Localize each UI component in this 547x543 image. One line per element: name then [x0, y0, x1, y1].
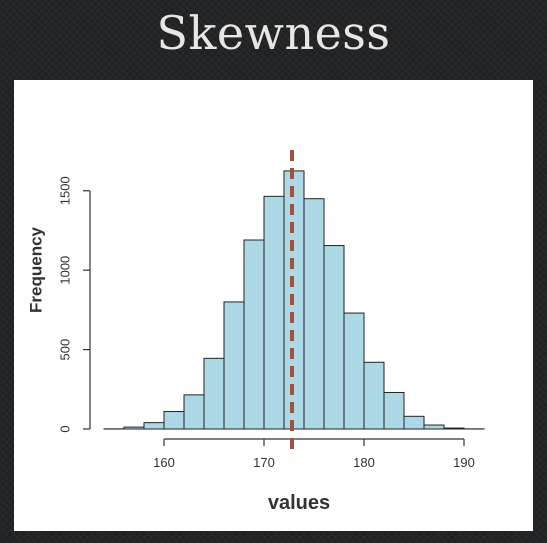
plot-panel: 160 170 180 190 0 500 1000 1500 values Frequen… [14, 80, 533, 531]
histogram-bar [403, 415, 425, 430]
histogram-bar [203, 357, 225, 430]
x-tick-label: 180 [353, 455, 375, 470]
histogram-bar [183, 394, 205, 430]
slide-title: Skewness [156, 6, 391, 60]
y-tick-label: 0 [58, 425, 73, 432]
histogram-bar [383, 391, 405, 430]
histogram-bar [163, 411, 185, 430]
histogram-chart: 160 170 180 190 0 500 1000 1500 values Frequen… [27, 150, 485, 514]
histogram-bar [143, 422, 165, 430]
histogram-bar [363, 361, 385, 430]
y-tick-label: 1000 [58, 256, 73, 285]
x-axis-ticks: 160 170 180 190 [153, 439, 475, 470]
y-axis-label: Frequency [27, 226, 46, 313]
histogram-bar [303, 198, 325, 430]
y-tick-label: 1500 [58, 176, 73, 205]
y-tick-label: 500 [58, 339, 73, 361]
histogram-bar [243, 239, 265, 430]
histogram-bar [423, 424, 445, 430]
histogram-bar [223, 301, 245, 430]
histogram-bar [343, 312, 365, 430]
x-tick-label: 160 [153, 455, 175, 470]
histogram-bar [263, 195, 285, 430]
histogram-bar [323, 245, 345, 430]
y-axis-ticks: 0 500 1000 1500 [58, 176, 90, 433]
x-axis-label: values [268, 492, 330, 514]
x-tick-label: 190 [453, 455, 475, 470]
x-tick-label: 170 [253, 455, 275, 470]
